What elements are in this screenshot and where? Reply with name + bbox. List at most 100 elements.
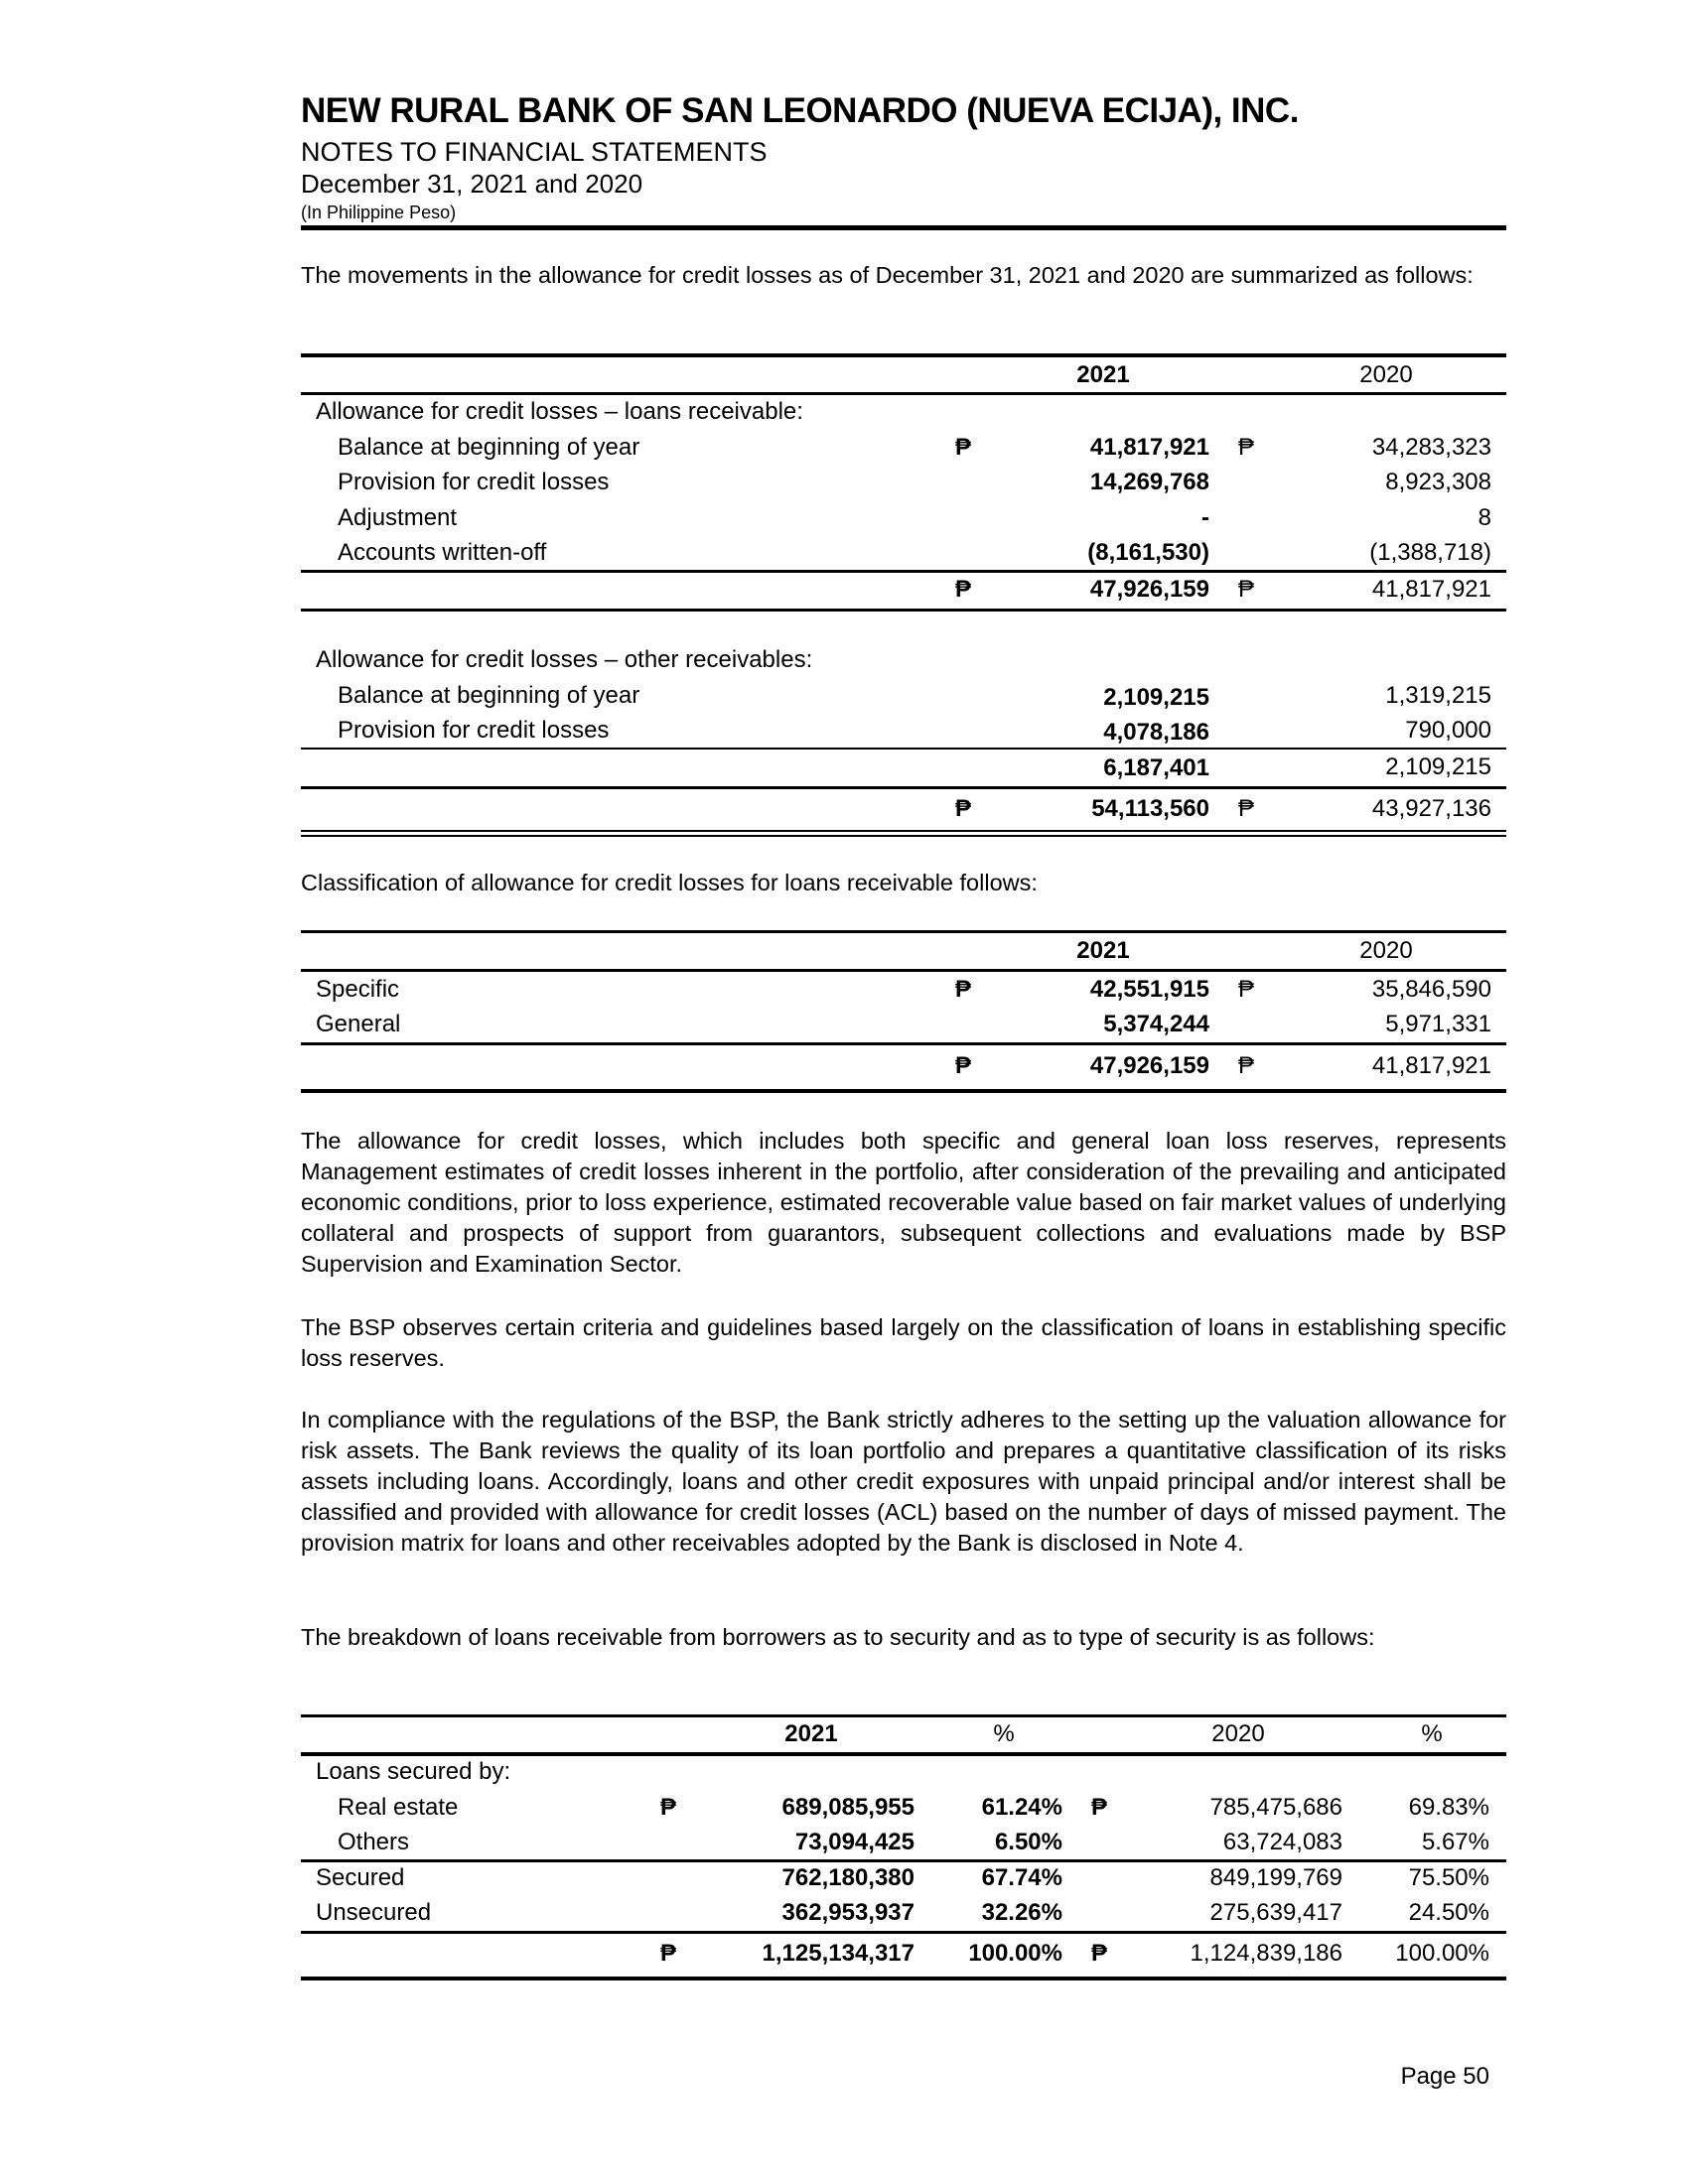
peso-sign: ₱: [955, 1052, 972, 1079]
percent-2021: 32.26%: [981, 1899, 1062, 1926]
value-2020: 2,109,215: [1385, 753, 1491, 780]
breakdown-intro-paragraph: The breakdown of loans receivable from b…: [301, 1624, 1375, 1650]
table-rule: [301, 930, 1506, 933]
percent-2021: 61.24%: [981, 1794, 1062, 1821]
value-2021: 54,113,560: [1091, 795, 1209, 822]
value-2021: 2,109,215: [1103, 684, 1209, 711]
value-2021: 1,125,134,317: [762, 1940, 914, 1967]
row-label: Real estate: [338, 1794, 459, 1821]
value-2020: 8,923,308: [1385, 469, 1491, 495]
column-header-2020: 2020: [1211, 1720, 1265, 1747]
value-2021: 47,926,159: [1089, 1052, 1209, 1079]
document-subtitle: NOTES TO FINANCIAL STATEMENTS: [301, 137, 768, 167]
intro-paragraph-2: Classification of allowance for credit l…: [301, 870, 1038, 895]
company-name: NEW RURAL BANK OF SAN LEONARDO (NUEVA EC…: [301, 91, 1299, 130]
peso-sign: ₱: [1238, 1052, 1255, 1079]
compliance-paragraph: In compliance with the regulations of th…: [301, 1407, 1506, 1556]
value-2020: 63,724,083: [1222, 1829, 1342, 1855]
value-2020: 43,927,136: [1371, 795, 1491, 822]
peso-sign: ₱: [1091, 1940, 1108, 1967]
table-rule: [301, 609, 1506, 612]
value-2021: 689,085,955: [781, 1794, 914, 1821]
value-2021: 362,953,937: [781, 1899, 914, 1926]
value-2021: 5,374,244: [1103, 1011, 1209, 1037]
page-number: Page 50: [1400, 2063, 1489, 2090]
peso-sign: ₱: [955, 576, 972, 603]
row-label: Provision for credit losses: [338, 717, 610, 744]
row-label: Secured: [316, 1864, 405, 1891]
percent-2021: 100.00%: [968, 1940, 1062, 1967]
currency-note: (In Philippine Peso): [301, 203, 457, 222]
table-rule: [301, 353, 1506, 357]
column-header-2021: 2021: [784, 1720, 838, 1747]
peso-sign: ₱: [660, 1794, 677, 1821]
peso-sign: ₱: [955, 434, 972, 461]
value-2020: 8: [1477, 504, 1491, 531]
value-2021: 41,817,921: [1089, 434, 1209, 461]
row-label: Unsecured: [316, 1899, 432, 1926]
table-rule: [301, 1931, 1506, 1934]
value-2021: 47,926,159: [1089, 576, 1209, 603]
table-rule: [301, 1977, 1506, 1980]
value-2021: 73,094,425: [794, 1829, 914, 1855]
table-rule: [301, 570, 1506, 573]
double-rule-bottom: [301, 835, 1506, 837]
value-2020: 849,199,769: [1209, 1864, 1342, 1891]
value-2020: 35,846,590: [1371, 976, 1491, 1003]
peso-sign: ₱: [1238, 576, 1255, 603]
value-2020: 275,639,417: [1209, 1899, 1342, 1926]
table-rule: [301, 1859, 1506, 1862]
peso-sign: ₱: [1238, 434, 1255, 461]
table-rule: [301, 1042, 1506, 1045]
row-label: Balance at beginning of year: [338, 434, 640, 461]
table-rule: [301, 1752, 1506, 1756]
row-label: Balance at beginning of year: [338, 682, 640, 709]
intro-paragraph-1: The movements in the allowance for credi…: [301, 262, 1474, 288]
peso-sign: ₱: [1238, 976, 1255, 1003]
percent-2020: 100.00%: [1395, 1940, 1489, 1967]
percent-2020: 5.67%: [1421, 1829, 1489, 1855]
row-label: General: [316, 1011, 401, 1037]
peso-sign: ₱: [955, 976, 972, 1003]
percent-2020: 75.50%: [1408, 1864, 1489, 1891]
value-2021: 762,180,380: [781, 1864, 914, 1891]
double-rule-top: [301, 830, 1506, 832]
column-header-percent-2021: %: [993, 1720, 1015, 1747]
table-rule: [301, 392, 1506, 395]
value-2020: 1,319,215: [1385, 682, 1491, 709]
percent-2021: 67.74%: [981, 1864, 1062, 1891]
peso-sign: ₱: [1091, 1794, 1108, 1821]
percent-2021: 6.50%: [994, 1829, 1062, 1855]
value-2020: 41,817,921: [1371, 576, 1491, 603]
row-label: Provision for credit losses: [338, 469, 610, 495]
value-2021: (8,161,530): [1087, 539, 1209, 566]
statement-dates: December 31, 2021 and 2020: [301, 169, 643, 199]
peso-sign: ₱: [1238, 795, 1255, 822]
value-2021: 6,187,401: [1103, 754, 1209, 781]
value-2021: 42,551,915: [1089, 976, 1209, 1003]
column-header-2020: 2020: [1359, 361, 1413, 388]
table-rule: [301, 748, 1506, 750]
value-2020: 790,000: [1405, 717, 1491, 744]
bsp-criteria-paragraph: The BSP observes certain criteria and gu…: [301, 1314, 1506, 1371]
row-label: Adjustment: [338, 504, 458, 531]
column-header-2021: 2021: [1076, 937, 1130, 964]
table-rule: [301, 786, 1506, 789]
percent-2020: 69.83%: [1408, 1794, 1489, 1821]
row-label: Specific: [316, 976, 400, 1003]
header-divider: [301, 225, 1506, 230]
allowance-explanation-paragraph: The allowance for credit losses, which i…: [301, 1128, 1506, 1277]
section-label: Loans secured by:: [316, 1758, 511, 1785]
row-label: Accounts written-off: [338, 539, 547, 566]
row-label: Others: [338, 1829, 410, 1855]
column-header-2021: 2021: [1076, 361, 1130, 388]
column-header-2020: 2020: [1359, 937, 1413, 964]
table-rule: [301, 969, 1506, 972]
table-rule: [301, 1089, 1506, 1093]
table-rule: [301, 1714, 1506, 1717]
value-2020: 5,971,331: [1385, 1011, 1491, 1037]
value-2020: (1,388,718): [1369, 539, 1491, 566]
value-2021: 14,269,768: [1089, 469, 1209, 495]
value-2020: 34,283,323: [1371, 434, 1491, 461]
column-header-percent-2020: %: [1421, 1720, 1443, 1747]
